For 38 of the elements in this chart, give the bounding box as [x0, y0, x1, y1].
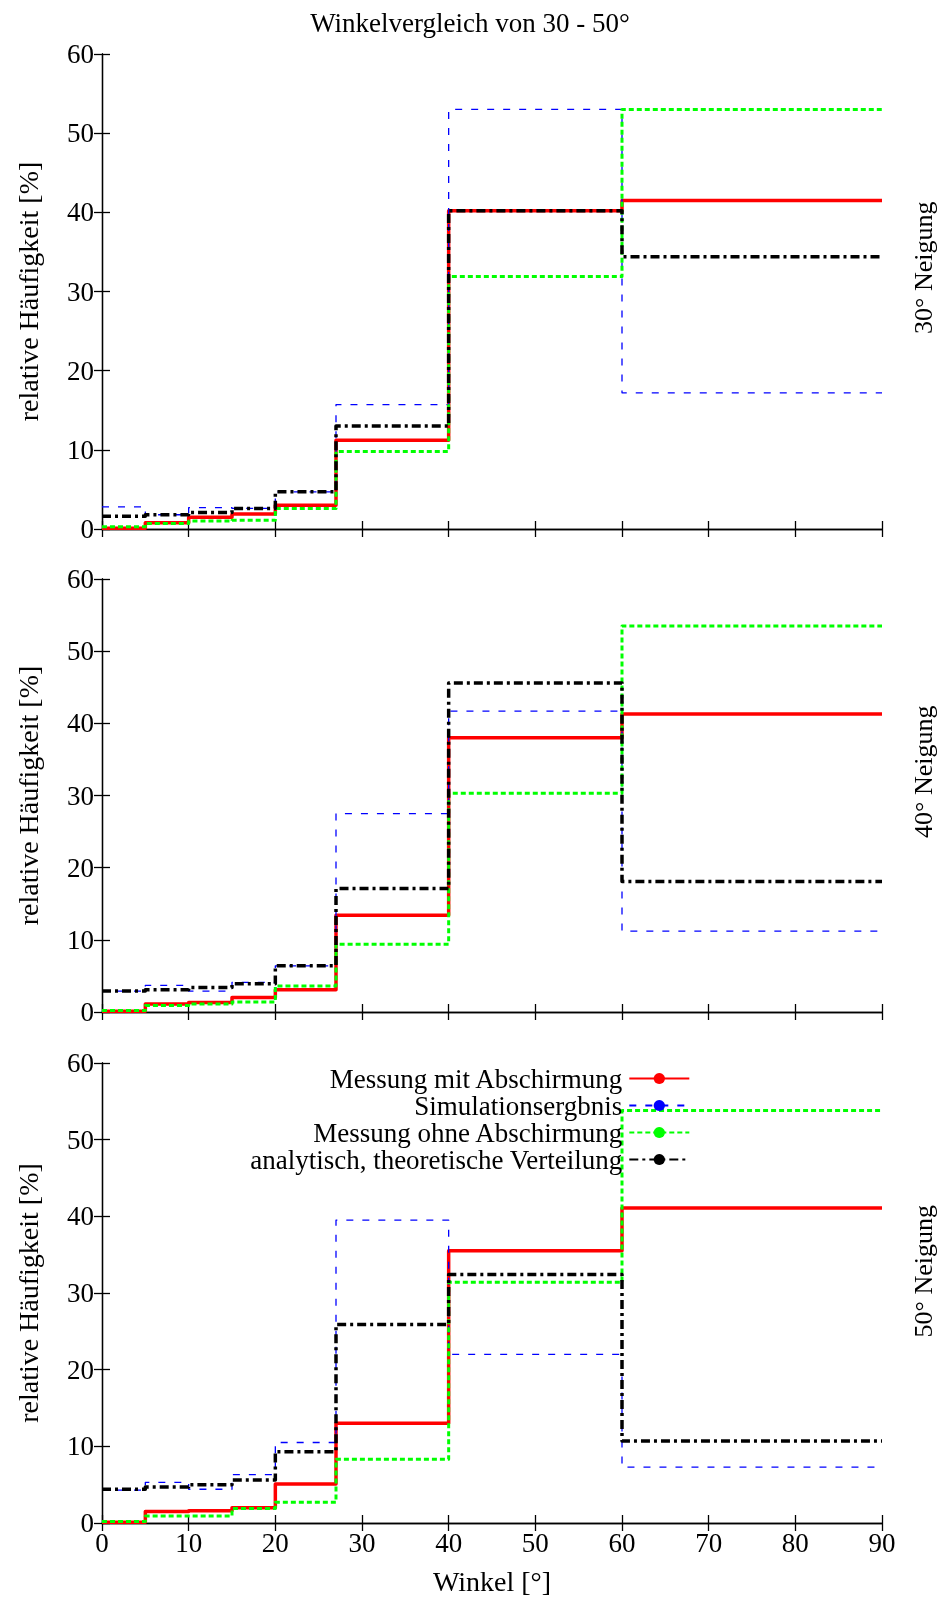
chart-title: Winkelvergleich von 30 - 50°: [310, 7, 630, 38]
y-tick-label: 30: [67, 276, 94, 307]
x-tick-label: 80: [781, 1527, 809, 1558]
y-tick-label: 20: [67, 1354, 94, 1385]
x-tick-label: 70: [695, 1527, 723, 1558]
x-tick-label: 20: [261, 1527, 289, 1558]
y-tick-label: 40: [67, 197, 94, 228]
y-tick-label: 50: [67, 118, 94, 149]
y-tick-label: 50: [67, 1124, 94, 1155]
y-tick-label: 10: [67, 924, 94, 955]
y-tick-label: 0: [80, 997, 94, 1027]
y-axis-title: relative Häufigkeit [%]: [12, 665, 44, 926]
y-tick-label: 10: [67, 434, 94, 465]
y-tick-label: 20: [67, 852, 94, 883]
text: 30° Neigung: [908, 201, 938, 334]
x-tick-label: 90: [868, 1527, 896, 1558]
text: 50° Neigung: [908, 1205, 938, 1338]
y-axis-title: relative Häufigkeit [%]: [12, 161, 44, 422]
y-tick-label: 20: [67, 355, 94, 386]
y-tick-label: 60: [67, 564, 94, 594]
y-tick-label: 60: [67, 1048, 94, 1078]
x-tick-label: 60: [608, 1527, 636, 1558]
y-tick-label: 0: [80, 514, 94, 544]
y-tick-label: 40: [67, 1201, 94, 1232]
y-tick-label: 40: [67, 708, 94, 739]
y-tick-label: 50: [67, 636, 94, 667]
x-tick-label: 10: [175, 1527, 203, 1558]
y-tick-label: 10: [67, 1431, 94, 1462]
y-axis-title: relative Häufigkeit [%]: [12, 1163, 44, 1423]
x-tick-label: 30: [348, 1527, 376, 1558]
x-tick-label: 50: [521, 1527, 549, 1558]
x-axis-title: Winkel [°]: [432, 1565, 552, 1597]
y-tick-label: 60: [67, 39, 94, 69]
y-tick-label: 30: [67, 1278, 94, 1308]
text: 40° Neigung: [908, 705, 938, 838]
y-tick-label: 0: [80, 1508, 94, 1538]
x-tick-label: 40: [435, 1527, 463, 1558]
y-tick-label: 30: [67, 780, 94, 811]
